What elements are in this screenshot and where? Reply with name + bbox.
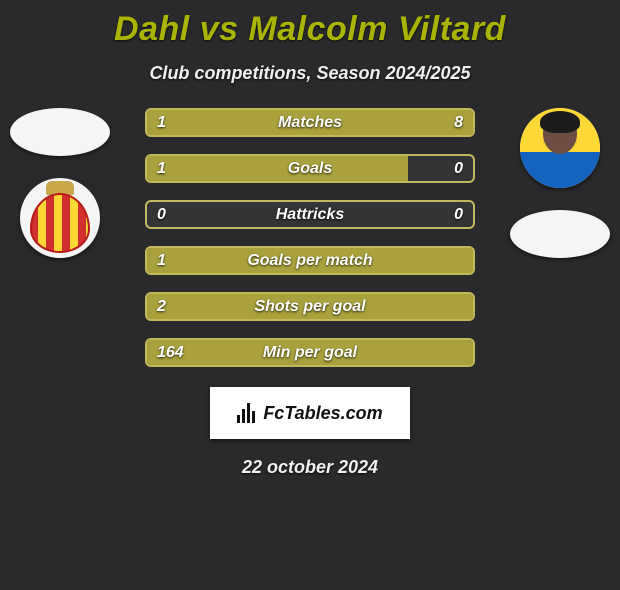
stat-label: Hattricks bbox=[147, 202, 473, 227]
bars-icon bbox=[237, 403, 255, 423]
stat-row: 10Goals bbox=[145, 154, 475, 183]
mechelen-badge-icon bbox=[28, 183, 92, 253]
stat-bars: 18Matches10Goals00Hattricks1Goals per ma… bbox=[145, 108, 475, 367]
comparison-layout: 18Matches10Goals00Hattricks1Goals per ma… bbox=[0, 108, 620, 478]
comparison-date: 22 october 2024 bbox=[0, 457, 620, 478]
page-subtitle: Club competitions, Season 2024/2025 bbox=[0, 63, 620, 84]
player-right-club-badge bbox=[510, 210, 610, 258]
stat-fill-left bbox=[147, 156, 408, 181]
stat-fill-left bbox=[147, 340, 473, 365]
player-right-avatar bbox=[520, 108, 600, 188]
stat-value-left: 0 bbox=[157, 202, 166, 227]
fctables-logo: FcTables.com bbox=[210, 387, 410, 439]
stat-value-right: 0 bbox=[454, 202, 463, 227]
left-player-column bbox=[10, 108, 110, 258]
stat-fill-left bbox=[147, 248, 473, 273]
stat-row: 18Matches bbox=[145, 108, 475, 137]
player-left-club-badge bbox=[20, 178, 100, 258]
stat-value-right: 0 bbox=[454, 156, 463, 181]
player-left-avatar bbox=[10, 108, 110, 156]
stat-row: 0 0Hattricks bbox=[145, 200, 475, 229]
page-title: Dahl vs Malcolm Viltard bbox=[0, 10, 620, 49]
stat-row: 2Shots per goal bbox=[145, 292, 475, 321]
logo-text: FcTables.com bbox=[263, 403, 382, 424]
stat-row: 1Goals per match bbox=[145, 246, 475, 275]
right-player-column bbox=[510, 108, 610, 258]
stat-fill-left bbox=[147, 294, 473, 319]
stat-fill-left bbox=[147, 110, 473, 135]
player-photo-icon bbox=[520, 108, 600, 188]
stat-row: 164Min per goal bbox=[145, 338, 475, 367]
